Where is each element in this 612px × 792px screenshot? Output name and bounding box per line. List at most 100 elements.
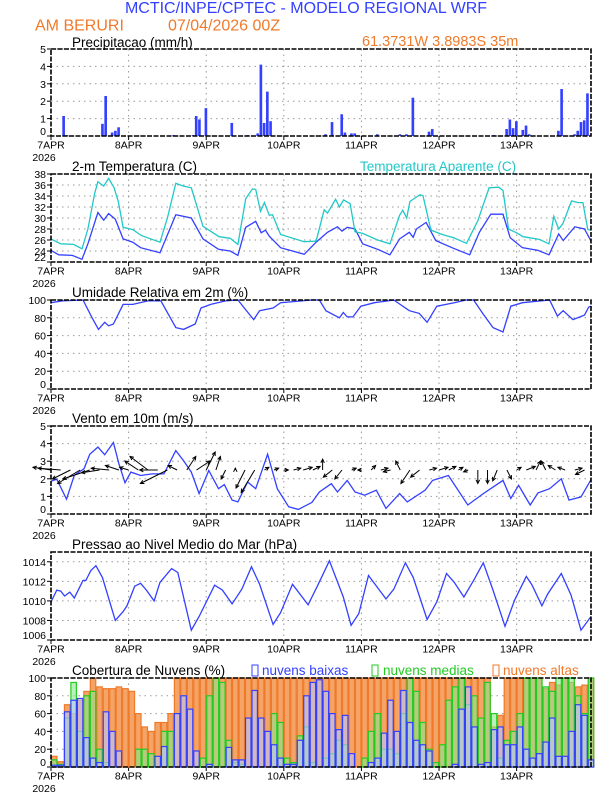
wind-arrow [220,469,227,481]
wind-arrow-head [211,450,216,457]
low-cloud-bar [406,721,414,768]
wind-arrow [516,466,523,471]
precip-bar [324,134,327,136]
x-tick-label: 13APR [500,266,534,278]
mid-cloud-bar [167,730,174,768]
low-cloud-bar [225,746,233,768]
mid-cloud-bar [147,753,155,768]
low-cloud-bar [380,732,388,768]
x-tick-label: 8APR [115,393,143,405]
wind-arrow [382,468,391,474]
low-cloud-bar [497,726,504,768]
wind-arrow [462,468,469,473]
x-tick-label: 12APR [422,393,456,405]
wind-arrow [356,467,362,473]
low-cloud-bar [387,699,394,768]
high-cloud-bar [238,677,246,768]
wind-arrow-shaft [506,469,512,480]
wind-arrow [458,466,464,471]
mid-cloud-bar [367,730,375,768]
y-tick-label: 100 [28,295,46,307]
low-cloud-bar [535,753,543,768]
wind-arrow-shaft [119,466,129,471]
y-tick-label: 80 [34,313,46,325]
wind-arrow-head [371,464,377,470]
precip-bar [579,122,583,136]
x-tick-label: 11APR [345,771,378,783]
wind-arrow [51,469,71,480]
precip-bar [521,129,525,136]
x-tick-label: 9APR [192,266,220,278]
wind-arrow [283,467,290,473]
precip-bar [353,133,356,136]
high-cloud-bar [122,688,129,768]
precip-bar [508,119,512,136]
wind-arrow-shaft [91,467,110,471]
wind-arrow [104,464,120,471]
wind-arrow [186,455,197,471]
wind-arrow-shaft [124,460,139,471]
wind-arrow-shaft [62,469,90,480]
y-tick-label: 40 [34,726,46,738]
x-tick-label: 7APR [37,393,65,405]
precip-bar [194,115,198,136]
low-cloud-bar [393,730,401,768]
precip-bar [398,134,402,136]
wind-arrow [492,469,498,482]
low-cloud-bar [89,757,97,768]
wind-arrow [233,467,238,473]
mid-cloud-bar [484,681,491,768]
wind-arrow-head [400,479,405,485]
wind-arrow [320,458,325,470]
wind-arrow-head [167,464,173,469]
wind-arrow [556,466,566,471]
wind-arrow [123,460,139,471]
low-cloud-bar [277,757,284,768]
mid-cloud-bar [89,690,97,768]
y-tick-label: 4 [40,439,46,451]
wind-arrow-head [316,465,322,470]
low-cloud-bar [154,755,162,768]
wind-arrow-head [537,459,542,466]
precip-bar [557,130,560,136]
y-tick-label: 2 [40,474,46,486]
y-tick-label: 60 [34,709,46,721]
wind-arrow [293,466,302,472]
wind-arrow [351,467,358,472]
wind-arrow-head [31,465,37,470]
low-cloud-bar [102,711,110,768]
pressure-series-line-0 [50,559,592,632]
x-tick-label: 11APR [345,393,378,405]
mid-cloud-bar [438,744,446,768]
wind-arrow-head [235,483,240,490]
low-cloud-bar [244,717,252,768]
wind-arrow-shaft [547,465,556,471]
y-tick-label: 28 [34,224,46,236]
temp-series-line-1 [50,177,592,250]
wind-arrow [370,464,377,471]
wind-arrow-head [139,480,145,485]
precip-bar [350,133,353,136]
y-tick-label: 3 [40,456,46,468]
low-cloud-bar [464,686,472,768]
x-tick-label: 12APR [422,644,456,656]
x-tick-label: 9APR [192,644,220,656]
low-cloud-bar [341,714,349,768]
wind-arrow [240,469,256,494]
low-cloud-bar [115,750,123,768]
x-year-label: 2026 [32,152,56,164]
precip-bar [405,134,408,136]
wind-arrow-head [90,466,96,471]
low-cloud-bar [251,689,259,768]
y-tick-label: 100 [28,673,46,685]
x-tick-label: 10APR [267,518,301,530]
precip-bar [110,132,114,136]
x-tick-label: 11APR [345,266,378,278]
legend-mid-swatch [371,664,379,677]
low-cloud-bar [238,759,246,768]
wind-arrow-shaft [526,465,536,471]
x-tick-label: 12APR [422,266,456,278]
wind-arrow-head [382,468,388,474]
wind-arrow-head [443,466,450,471]
y-tick-label: 1014 [23,557,47,569]
